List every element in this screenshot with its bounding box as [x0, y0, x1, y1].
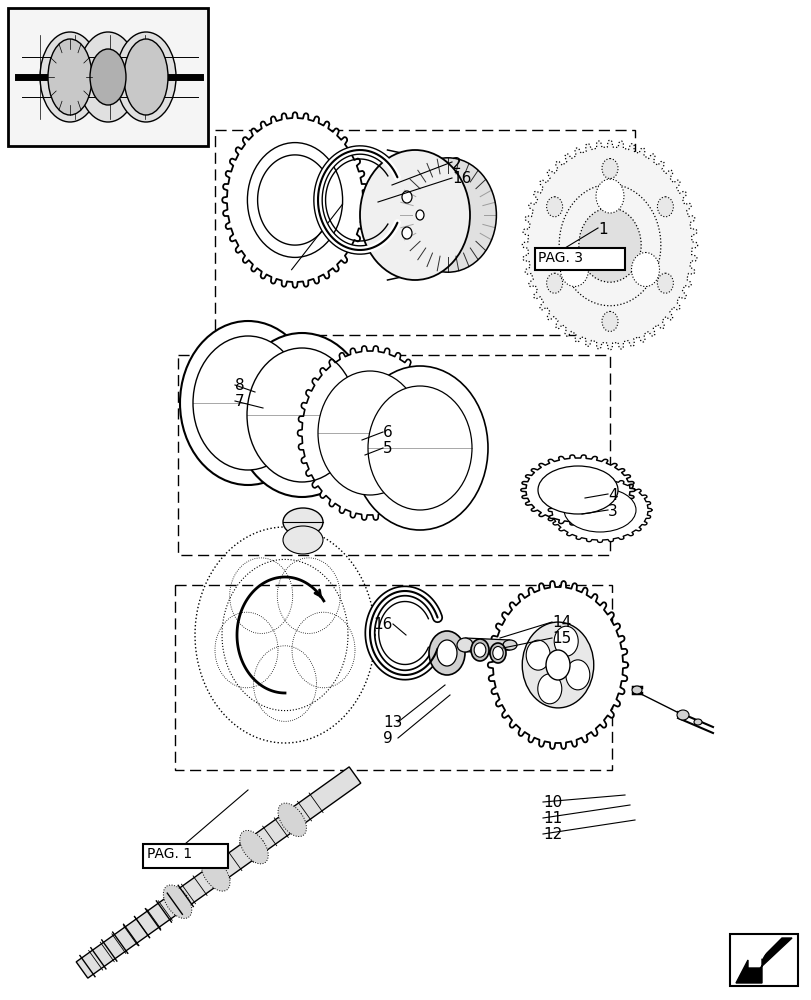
- Bar: [729, 934, 797, 986]
- Text: 16: 16: [372, 617, 392, 632]
- Ellipse shape: [201, 858, 230, 891]
- Text: 10: 10: [543, 795, 561, 810]
- Ellipse shape: [436, 640, 457, 666]
- Ellipse shape: [545, 650, 569, 680]
- Ellipse shape: [180, 321, 315, 485]
- Ellipse shape: [239, 830, 268, 864]
- Ellipse shape: [554, 626, 577, 656]
- Text: 7: 7: [234, 394, 244, 409]
- Ellipse shape: [601, 311, 617, 331]
- Text: PAG. 3: PAG. 3: [538, 251, 582, 265]
- Ellipse shape: [546, 197, 562, 217]
- Polygon shape: [297, 346, 442, 520]
- Text: 12: 12: [543, 827, 561, 842]
- Ellipse shape: [415, 210, 423, 220]
- Ellipse shape: [48, 39, 92, 115]
- Bar: [8, 8, 208, 146]
- Polygon shape: [465, 638, 509, 652]
- Polygon shape: [749, 944, 769, 958]
- Ellipse shape: [283, 526, 323, 554]
- Ellipse shape: [359, 150, 470, 280]
- Ellipse shape: [40, 32, 100, 122]
- Ellipse shape: [401, 227, 411, 239]
- Ellipse shape: [116, 32, 176, 122]
- Text: PAG. 1: PAG. 1: [147, 847, 192, 861]
- Bar: [534, 248, 624, 270]
- Ellipse shape: [277, 803, 306, 837]
- Text: 16: 16: [452, 171, 471, 186]
- Ellipse shape: [234, 333, 370, 497]
- Ellipse shape: [631, 252, 659, 286]
- Text: 8: 8: [234, 378, 244, 393]
- Ellipse shape: [367, 386, 471, 510]
- Text: 6: 6: [383, 425, 393, 440]
- Ellipse shape: [537, 674, 561, 704]
- Ellipse shape: [595, 179, 623, 213]
- Ellipse shape: [693, 719, 702, 725]
- Text: 13: 13: [383, 715, 402, 730]
- Ellipse shape: [538, 466, 617, 514]
- Ellipse shape: [163, 885, 191, 918]
- Ellipse shape: [560, 252, 588, 286]
- Polygon shape: [547, 478, 651, 542]
- Ellipse shape: [657, 197, 672, 217]
- Polygon shape: [735, 938, 791, 983]
- Bar: [143, 844, 228, 868]
- Text: 4: 4: [607, 488, 617, 503]
- Polygon shape: [222, 112, 367, 288]
- Polygon shape: [520, 455, 634, 525]
- Ellipse shape: [489, 643, 505, 663]
- Ellipse shape: [492, 647, 503, 660]
- Ellipse shape: [457, 638, 473, 652]
- Bar: [178, 355, 609, 555]
- Ellipse shape: [401, 191, 411, 203]
- Text: 15: 15: [551, 631, 571, 646]
- Ellipse shape: [474, 643, 485, 657]
- Ellipse shape: [657, 273, 672, 293]
- Ellipse shape: [564, 488, 635, 532]
- Text: 2: 2: [452, 157, 461, 172]
- Ellipse shape: [565, 660, 589, 690]
- Polygon shape: [257, 155, 321, 245]
- Bar: [175, 585, 611, 770]
- Polygon shape: [521, 140, 697, 350]
- Ellipse shape: [631, 686, 642, 694]
- Ellipse shape: [399, 158, 496, 272]
- Ellipse shape: [124, 39, 168, 115]
- Bar: [215, 130, 634, 335]
- Ellipse shape: [601, 159, 617, 179]
- Text: 5: 5: [383, 441, 393, 456]
- Text: 11: 11: [543, 811, 561, 826]
- Ellipse shape: [470, 639, 488, 661]
- Polygon shape: [76, 767, 360, 978]
- Ellipse shape: [283, 508, 323, 536]
- Ellipse shape: [546, 273, 562, 293]
- Ellipse shape: [428, 631, 465, 675]
- Ellipse shape: [247, 143, 342, 257]
- Ellipse shape: [676, 710, 689, 720]
- Ellipse shape: [247, 348, 357, 482]
- Text: 14: 14: [551, 615, 571, 630]
- Ellipse shape: [521, 622, 593, 708]
- Ellipse shape: [351, 366, 487, 530]
- Ellipse shape: [578, 208, 641, 282]
- Text: 9: 9: [383, 731, 393, 746]
- Ellipse shape: [193, 336, 303, 470]
- Ellipse shape: [90, 49, 126, 105]
- Ellipse shape: [318, 371, 422, 495]
- Ellipse shape: [78, 32, 138, 122]
- Ellipse shape: [502, 640, 517, 650]
- Text: 3: 3: [607, 504, 617, 519]
- Ellipse shape: [526, 640, 550, 670]
- Polygon shape: [487, 581, 628, 749]
- Text: 1: 1: [597, 222, 607, 237]
